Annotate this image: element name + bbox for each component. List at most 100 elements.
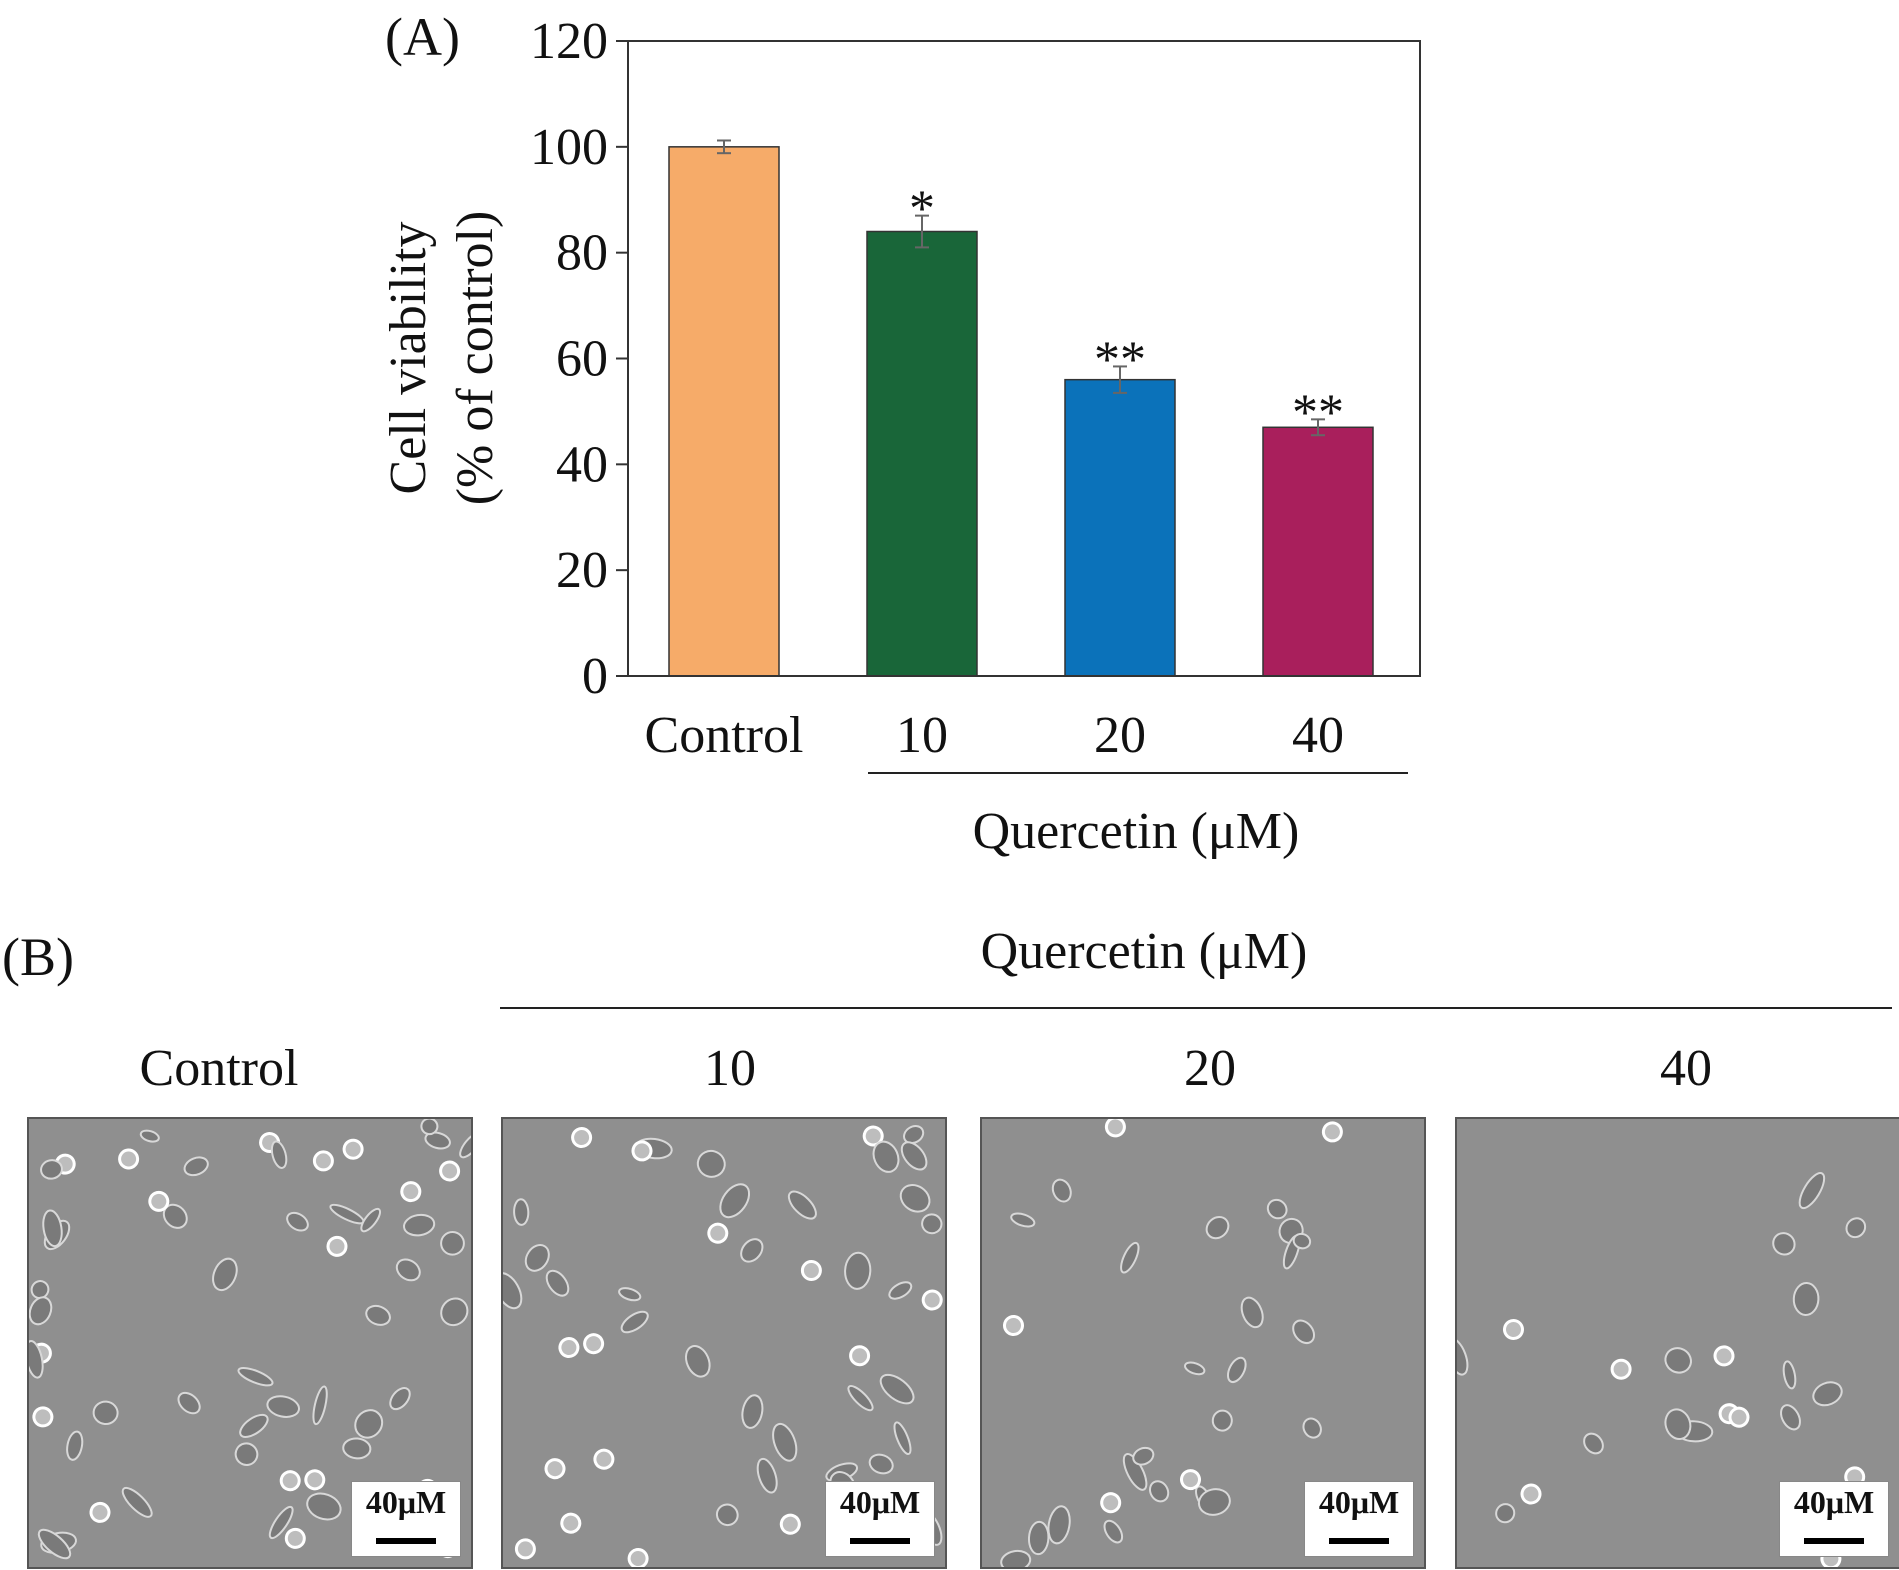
cell <box>707 1222 729 1244</box>
cell <box>1302 1417 1322 1439</box>
cell <box>29 1340 44 1379</box>
cell <box>787 1190 817 1220</box>
micrograph-10: 40μM <box>501 1117 947 1569</box>
micrograph-40: 40μM <box>1455 1117 1899 1569</box>
cell <box>212 1257 238 1292</box>
cell <box>696 1149 726 1178</box>
cell <box>237 1367 274 1387</box>
cell <box>620 1310 649 1334</box>
cell <box>1292 1319 1316 1345</box>
cell <box>1503 1319 1524 1340</box>
cell <box>1292 1232 1312 1250</box>
significance-marker: * <box>909 181 935 238</box>
cell <box>1520 1483 1542 1505</box>
scale-bar-line <box>1329 1538 1389 1544</box>
cell <box>756 1457 778 1494</box>
cell <box>459 1131 471 1159</box>
cell <box>118 1148 140 1170</box>
cell <box>326 1235 348 1257</box>
cell <box>1845 1217 1867 1239</box>
micrograph-20: 40μM <box>980 1117 1426 1569</box>
cell <box>583 1333 605 1355</box>
cell <box>1003 1315 1024 1336</box>
scale-bar-line <box>850 1538 910 1544</box>
cell <box>544 1458 566 1480</box>
cell <box>395 1258 421 1282</box>
cell <box>32 1406 54 1428</box>
y-axis-label-line1: Cell viability <box>380 222 437 495</box>
y-tick-label: 60 <box>556 331 608 388</box>
y-axis-label-line2: (% of control) <box>447 211 504 506</box>
cell <box>1812 1381 1843 1407</box>
cell <box>400 1181 422 1203</box>
cell <box>1211 1409 1233 1432</box>
cell <box>284 1527 306 1549</box>
x-tick-label: Control <box>645 707 804 764</box>
scale-bar: 40μM <box>825 1481 935 1557</box>
cell <box>360 1207 382 1233</box>
cell <box>439 1160 461 1182</box>
cell <box>66 1430 84 1461</box>
cell <box>503 1272 523 1310</box>
y-tick-label: 100 <box>530 119 608 176</box>
cell <box>618 1287 642 1302</box>
image-title-40: 40 <box>1660 1040 1712 1097</box>
x-axis-label: Quercetin (μM) <box>973 803 1300 860</box>
cell <box>440 1230 465 1256</box>
cell <box>1027 1520 1050 1556</box>
cell <box>1132 1446 1155 1466</box>
y-tick-label: 80 <box>556 225 608 282</box>
cell <box>772 1422 798 1462</box>
cell <box>571 1127 593 1148</box>
cell <box>868 1453 894 1475</box>
cell <box>921 1213 943 1235</box>
cell <box>1010 1212 1036 1228</box>
cell <box>1798 1172 1826 1210</box>
cell <box>1610 1358 1632 1380</box>
cell <box>40 1159 63 1180</box>
cell <box>900 1141 928 1171</box>
panel-b-group-label: Quercetin (μM) <box>980 923 1308 980</box>
cell <box>1664 1408 1692 1440</box>
y-tick-label: 20 <box>556 542 608 599</box>
cell <box>279 1470 301 1492</box>
cell <box>1205 1215 1230 1240</box>
cell <box>183 1156 209 1177</box>
y-tick-label: 120 <box>530 13 608 70</box>
cell <box>1180 1469 1201 1491</box>
cell <box>1728 1406 1750 1428</box>
cell <box>740 1238 764 1263</box>
scale-bar: 40μM <box>1304 1481 1414 1557</box>
bar-40 <box>1262 426 1374 677</box>
cell <box>440 1297 469 1327</box>
cell <box>847 1384 874 1412</box>
cell <box>389 1387 411 1411</box>
cell <box>268 1505 294 1540</box>
cell <box>524 1244 550 1272</box>
y-tick-label: 40 <box>556 436 608 493</box>
cell <box>1103 1519 1124 1544</box>
cell <box>545 1269 570 1297</box>
cell <box>684 1345 711 1378</box>
cell <box>1772 1232 1796 1256</box>
bar-10 <box>866 230 978 677</box>
cell <box>121 1486 153 1518</box>
x-tick-label: 20 <box>1094 707 1146 764</box>
cell <box>800 1260 822 1281</box>
plot-frame <box>627 40 1421 677</box>
cell <box>92 1400 119 1426</box>
cell <box>139 1129 160 1143</box>
cell <box>1664 1347 1692 1374</box>
cell <box>1104 1119 1126 1138</box>
cell <box>37 1528 72 1560</box>
cell <box>1240 1296 1264 1329</box>
cell <box>719 1183 751 1219</box>
cell <box>560 1512 582 1534</box>
cell <box>312 1385 328 1426</box>
cell <box>354 1409 384 1439</box>
cell <box>844 1251 872 1290</box>
scale-bar-label: 40μM <box>365 1484 447 1520</box>
cell <box>234 1442 259 1466</box>
scale-bar-label: 40μM <box>839 1484 921 1520</box>
cell <box>1226 1356 1247 1384</box>
